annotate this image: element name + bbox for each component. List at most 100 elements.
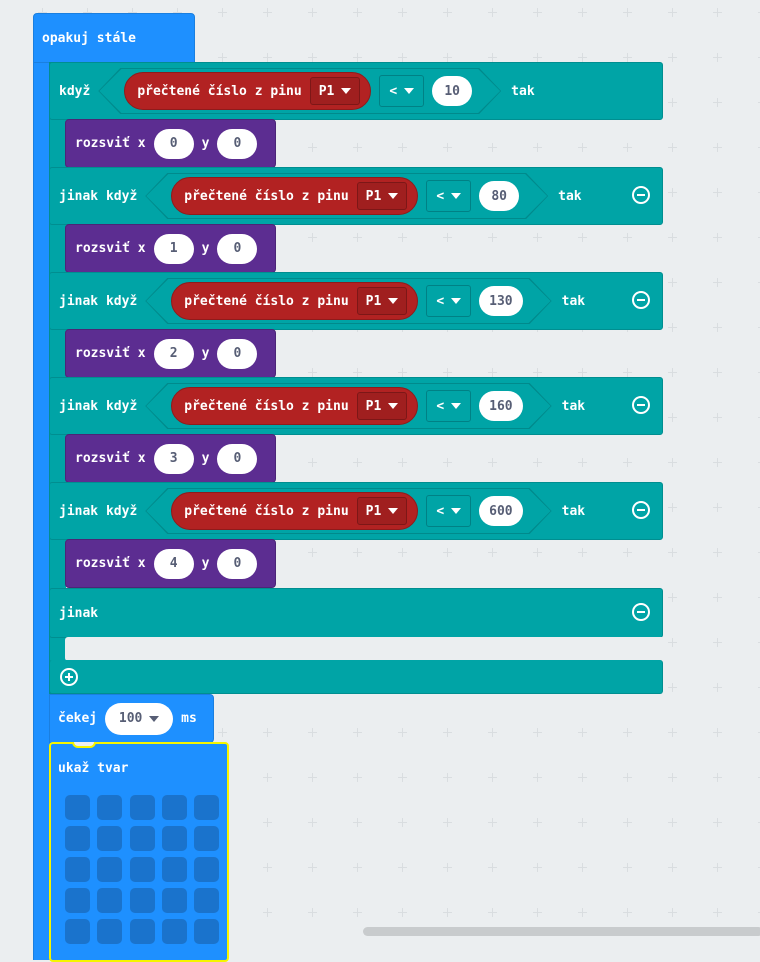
grid-plus [533, 863, 542, 872]
grid-plus [713, 593, 722, 602]
analog-read-pin-block[interactable]: přečtené číslo z pinu P1 [171, 177, 418, 215]
x-input[interactable]: 2 [153, 338, 194, 369]
led-cell[interactable] [65, 919, 90, 944]
threshold-input[interactable]: 130 [479, 286, 522, 316]
comparison-block[interactable]: přečtené číslo z pinu P1 < 130 [145, 278, 551, 324]
y-input[interactable]: 0 [217, 548, 258, 579]
y-input[interactable]: 0 [217, 443, 258, 474]
grid-plus [668, 98, 677, 107]
threshold-input[interactable]: 80 [479, 181, 519, 211]
analog-read-pin-block[interactable]: přečtené číslo z pinu P1 [171, 387, 418, 425]
led-cell[interactable] [194, 919, 219, 944]
y-label: y [201, 136, 210, 151]
led-cell[interactable] [97, 919, 122, 944]
pause-duration-dropdown[interactable]: 100 [105, 702, 174, 735]
grid-plus [578, 773, 587, 782]
led-cell[interactable] [162, 795, 187, 820]
led-cell[interactable] [130, 857, 155, 882]
plot-block[interactable]: rozsviť x 2 y 0 [65, 329, 276, 378]
plot-block[interactable]: rozsviť x 4 y 0 [65, 539, 276, 588]
pin-dropdown[interactable]: P1 [357, 287, 408, 315]
grid-plus [353, 728, 362, 737]
led-cell[interactable] [162, 919, 187, 944]
grid-plus [443, 908, 452, 917]
y-input[interactable]: 0 [217, 128, 258, 159]
x-input[interactable]: 4 [153, 548, 194, 579]
threshold-input[interactable]: 160 [479, 391, 522, 421]
forever-block[interactable]: opakuj stále [33, 13, 195, 63]
led-cell[interactable] [65, 888, 90, 913]
led-cell[interactable] [162, 888, 187, 913]
plot-block[interactable]: rozsviť x 3 y 0 [65, 434, 276, 483]
led-cell[interactable] [97, 857, 122, 882]
led-cell[interactable] [130, 888, 155, 913]
operator-dropdown[interactable]: < [426, 495, 471, 527]
empty-else-slot[interactable] [65, 637, 663, 661]
led-cell[interactable] [194, 826, 219, 851]
grid-plus [758, 638, 760, 647]
y-input[interactable]: 0 [217, 338, 258, 369]
led-cell[interactable] [97, 795, 122, 820]
threshold-input[interactable]: 10 [432, 76, 472, 106]
grid-plus [398, 548, 407, 557]
x-input[interactable]: 1 [153, 233, 194, 264]
operator-value: < [389, 83, 398, 99]
operator-dropdown[interactable]: < [426, 390, 471, 422]
comparison-block[interactable]: přečtené číslo z pinu P1 < 600 [145, 488, 551, 534]
dropdown-arrow-icon [388, 193, 398, 199]
plot-block[interactable]: rozsviť x 0 y 0 [65, 119, 276, 168]
branch-label: jinak když [59, 188, 138, 204]
plus-circle-icon[interactable] [60, 668, 78, 686]
comparison-block[interactable]: přečtené číslo z pinu P1 < 80 [145, 173, 548, 219]
show-leds-block[interactable]: ukaž tvar [49, 742, 229, 962]
led-cell[interactable] [65, 795, 90, 820]
pin-dropdown[interactable]: P1 [357, 497, 408, 525]
minus-circle-icon[interactable] [632, 603, 650, 621]
pin-dropdown[interactable]: P1 [310, 77, 361, 105]
grid-plus [713, 413, 722, 422]
minus-circle-icon[interactable] [632, 396, 650, 414]
led-cell[interactable] [162, 826, 187, 851]
led-cell[interactable] [97, 888, 122, 913]
grid-plus [578, 908, 587, 917]
grid-plus [398, 8, 407, 17]
analog-read-pin-block[interactable]: přečtené číslo z pinu P1 [171, 282, 418, 320]
threshold-input[interactable]: 600 [479, 496, 522, 526]
x-input[interactable]: 0 [153, 128, 194, 159]
grid-plus [398, 53, 407, 62]
grid-plus [578, 863, 587, 872]
led-cell[interactable] [194, 857, 219, 882]
pin-dropdown[interactable]: P1 [357, 182, 408, 210]
grid-plus [578, 53, 587, 62]
led-cell[interactable] [130, 826, 155, 851]
pin-dropdown[interactable]: P1 [357, 392, 408, 420]
operator-dropdown[interactable]: < [426, 180, 471, 212]
operator-dropdown[interactable]: < [379, 75, 424, 107]
y-input[interactable]: 0 [217, 233, 258, 264]
grid-plus [758, 53, 760, 62]
led-cell[interactable] [65, 857, 90, 882]
grid-plus [758, 818, 760, 827]
led-cell[interactable] [97, 826, 122, 851]
comparison-block[interactable]: přečtené číslo z pinu P1 < 10 [98, 68, 501, 114]
horizontal-scrollbar[interactable] [363, 927, 760, 936]
minus-circle-icon[interactable] [632, 186, 650, 204]
analog-read-label: přečtené číslo z pinu [184, 503, 349, 519]
grid-plus [488, 548, 497, 557]
led-cell[interactable] [194, 888, 219, 913]
comparison-block[interactable]: přečtené číslo z pinu P1 < 160 [145, 383, 551, 429]
plot-block[interactable]: rozsviť x 1 y 0 [65, 224, 276, 273]
minus-circle-icon[interactable] [632, 291, 650, 309]
pause-block[interactable]: čekej 100 ms [49, 694, 214, 743]
operator-dropdown[interactable]: < [426, 285, 471, 317]
analog-read-pin-block[interactable]: přečtené číslo z pinu P1 [124, 72, 371, 110]
grid-plus [713, 233, 722, 242]
led-cell[interactable] [194, 795, 219, 820]
led-cell[interactable] [65, 826, 90, 851]
x-input[interactable]: 3 [153, 443, 194, 474]
minus-circle-icon[interactable] [632, 501, 650, 519]
led-cell[interactable] [130, 919, 155, 944]
led-cell[interactable] [162, 857, 187, 882]
analog-read-pin-block[interactable]: přečtené číslo z pinu P1 [171, 492, 418, 530]
led-cell[interactable] [130, 795, 155, 820]
